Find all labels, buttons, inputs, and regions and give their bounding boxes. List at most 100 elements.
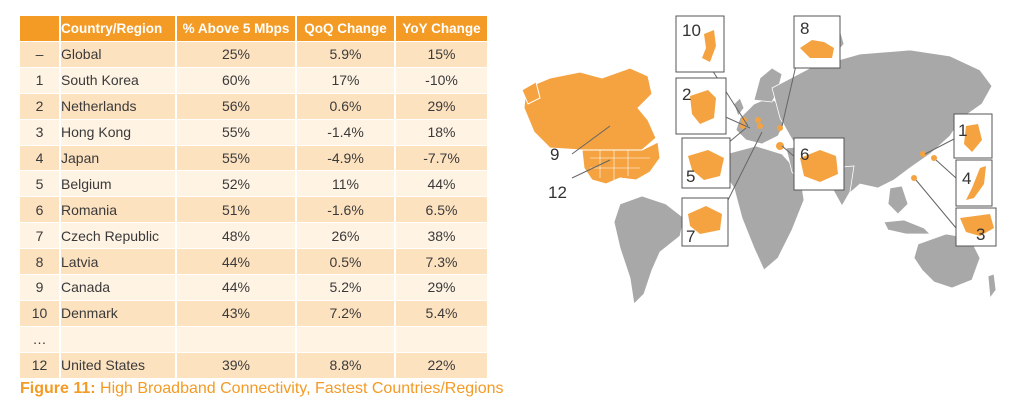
cell-country: Hong Kong: [59, 118, 176, 146]
cell-qoq: -1.4%: [295, 118, 395, 146]
cell-pct: 55%: [175, 144, 296, 171]
figure-caption: Figure 11: High Broadband Connectivity, …: [20, 380, 504, 398]
cell-yoy: 18%: [394, 118, 487, 146]
cell-rank: 3: [20, 118, 60, 146]
cell-qoq: 5.2%: [295, 274, 395, 301]
callout-box-10: [675, 15, 725, 73]
header-country: Country/Region: [59, 16, 176, 42]
cell-pct: 55%: [175, 118, 296, 146]
header-qoq: QoQ Change: [295, 16, 395, 42]
korea-shape: [964, 124, 982, 152]
cell-rank: 6: [20, 196, 60, 223]
table-row: 3 Hong Kong 55% -1.4% 18%: [20, 118, 487, 146]
netherlands-shape: [690, 90, 716, 124]
cell-yoy: 15%: [394, 41, 487, 68]
cell-qoq: -1.6%: [295, 196, 395, 223]
cell-qoq: 17%: [295, 66, 395, 94]
table-row: 6 Romania 51% -1.6% 6.5%: [20, 196, 487, 223]
callout-number-6: 6: [800, 145, 809, 164]
cell-yoy: [394, 325, 487, 353]
marker-czech: [757, 123, 763, 129]
cell-rank: …: [20, 325, 60, 353]
cell-country: Japan: [59, 144, 176, 171]
japan-shape: [966, 166, 986, 200]
cell-qoq: 11%: [295, 170, 395, 197]
callout-number-4: 4: [962, 169, 971, 188]
callout-number-2: 2: [682, 85, 691, 104]
callout-number-9: 9: [550, 145, 559, 164]
cell-rank: 9: [20, 274, 60, 301]
cell-rank: 10: [20, 299, 60, 327]
table-row: – Global 25% 5.9% 15%: [20, 41, 487, 68]
usa-shape: [581, 141, 661, 185]
marker-japan: [931, 155, 937, 161]
cell-country: Romania: [59, 196, 176, 223]
indonesia-land: [883, 219, 931, 235]
latvia-shape: [800, 40, 834, 58]
cell-rank: 8: [20, 248, 60, 275]
callout-number-7: 7: [686, 227, 695, 246]
cell-country: Denmark: [59, 299, 176, 327]
table-row: 7 Czech Republic 48% 26% 38%: [20, 222, 487, 249]
marker-latvia: [777, 125, 783, 131]
callout-number-1: 1: [958, 121, 967, 140]
table-row: 4 Japan 55% -4.9% -7.7%: [20, 144, 487, 171]
table-header-row: Country/Region % Above 5 Mbps QoQ Change…: [20, 16, 487, 42]
caption-label: Figure 11:: [20, 380, 96, 397]
cell-country: Global: [59, 41, 176, 68]
cell-qoq: 0.5%: [295, 248, 395, 275]
callout-number-8: 8: [800, 19, 809, 38]
cell-yoy: 44%: [394, 170, 487, 197]
cell-rank: 4: [20, 144, 60, 171]
cell-yoy: -10%: [394, 66, 487, 94]
cell-yoy: -7.7%: [394, 144, 487, 171]
denmark-shape: [702, 30, 716, 62]
canada-shape: [523, 67, 657, 151]
new-zealand-land: [987, 273, 997, 300]
cell-qoq: [295, 325, 395, 353]
cell-qoq: 5.9%: [295, 41, 395, 68]
alaska-shape: [521, 81, 541, 105]
cell-rank: 2: [20, 92, 60, 120]
uk-land: [733, 97, 745, 117]
cell-country: South Korea: [59, 66, 176, 94]
cell-rank: 5: [20, 170, 60, 197]
table-row: 8 Latvia 44% 0.5% 7.3%: [20, 248, 487, 275]
hongkong-shape: [960, 214, 994, 236]
table-row: 1 South Korea 60% 17% -10%: [20, 66, 487, 94]
cell-pct: 44%: [175, 248, 296, 275]
cell-country: Latvia: [59, 248, 176, 275]
table-row: …: [20, 325, 487, 353]
romania-shape: [800, 150, 838, 182]
callout-number-12: 12: [548, 183, 567, 202]
header-pct: % Above 5 Mbps: [175, 16, 296, 42]
czech-shape: [688, 206, 722, 234]
southeast-asia-land: [887, 185, 909, 215]
header-yoy: YoY Change: [394, 16, 487, 42]
cell-pct: 43%: [175, 299, 296, 327]
cell-yoy: 7.3%: [394, 248, 487, 275]
marker-denmark: [755, 117, 761, 123]
south-america-land: [613, 195, 685, 305]
cell-pct: 52%: [175, 170, 296, 197]
cell-country: [59, 325, 176, 353]
world-map: 10 8 2 1 5 6 4 7 3 9 12: [521, 15, 997, 305]
header-rank: [20, 16, 60, 42]
cell-pct: 25%: [175, 41, 296, 68]
marker-korea: [920, 151, 926, 157]
cell-pct: 51%: [175, 196, 296, 223]
cell-yoy: 29%: [394, 274, 487, 301]
cell-qoq: 8.8%: [295, 351, 395, 378]
cell-country: United States: [59, 351, 176, 378]
cell-pct: 39%: [175, 351, 296, 378]
table-row: 5 Belgium 52% 11% 44%: [20, 170, 487, 197]
marker-romania: [776, 142, 784, 150]
cell-country: Belgium: [59, 170, 176, 197]
cell-rank: 12: [20, 351, 60, 378]
cell-qoq: -4.9%: [295, 144, 395, 171]
cell-yoy: 6.5%: [394, 196, 487, 223]
cell-yoy: 22%: [394, 351, 487, 378]
callout-number-10: 10: [682, 21, 701, 40]
cell-rank: –: [20, 41, 60, 68]
table-row: 12 United States 39% 8.8% 22%: [20, 351, 487, 378]
